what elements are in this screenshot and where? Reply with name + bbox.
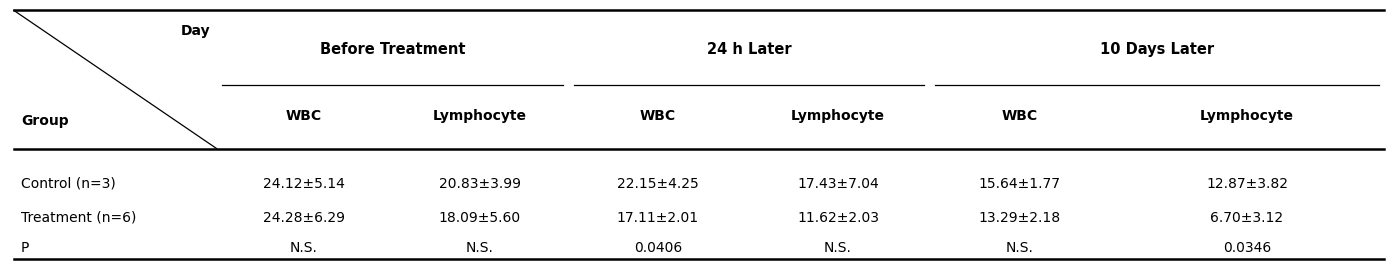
Text: P: P <box>21 241 29 255</box>
Text: 17.11±2.01: 17.11±2.01 <box>617 211 699 225</box>
Text: 0.0406: 0.0406 <box>633 241 682 255</box>
Text: 0.0346: 0.0346 <box>1223 241 1271 255</box>
Text: Control (n=3): Control (n=3) <box>21 177 116 191</box>
Text: Treatment (n=6): Treatment (n=6) <box>21 211 136 225</box>
Text: N.S.: N.S. <box>466 241 493 255</box>
Text: 12.87±3.82: 12.87±3.82 <box>1206 177 1288 191</box>
Text: 17.43±7.04: 17.43±7.04 <box>797 177 879 191</box>
Text: WBC: WBC <box>640 109 677 123</box>
Text: 13.29±2.18: 13.29±2.18 <box>979 211 1061 225</box>
Text: 18.09±5.60: 18.09±5.60 <box>439 211 521 225</box>
Text: 11.62±2.03: 11.62±2.03 <box>797 211 879 225</box>
Text: N.S.: N.S. <box>825 241 851 255</box>
Text: Lymphocyte: Lymphocyte <box>791 109 885 123</box>
Text: 6.70±3.12: 6.70±3.12 <box>1211 211 1283 225</box>
Text: 22.15±4.25: 22.15±4.25 <box>617 177 699 191</box>
Text: 15.64±1.77: 15.64±1.77 <box>979 177 1061 191</box>
Text: Before Treatment: Before Treatment <box>320 42 466 57</box>
Text: N.S.: N.S. <box>1005 241 1033 255</box>
Text: WBC: WBC <box>1001 109 1037 123</box>
Text: Group: Group <box>21 114 69 128</box>
Text: WBC: WBC <box>285 109 322 123</box>
Text: 24.12±5.14: 24.12±5.14 <box>263 177 345 191</box>
Text: N.S.: N.S. <box>289 241 317 255</box>
Text: 24 h Later: 24 h Later <box>707 42 791 57</box>
Text: Day: Day <box>180 23 210 38</box>
Text: Lymphocyte: Lymphocyte <box>433 109 527 123</box>
Text: 24.28±6.29: 24.28±6.29 <box>263 211 345 225</box>
Text: 10 Days Later: 10 Days Later <box>1100 42 1213 57</box>
Text: 20.83±3.99: 20.83±3.99 <box>439 177 521 191</box>
Text: Lymphocyte: Lymphocyte <box>1199 109 1295 123</box>
